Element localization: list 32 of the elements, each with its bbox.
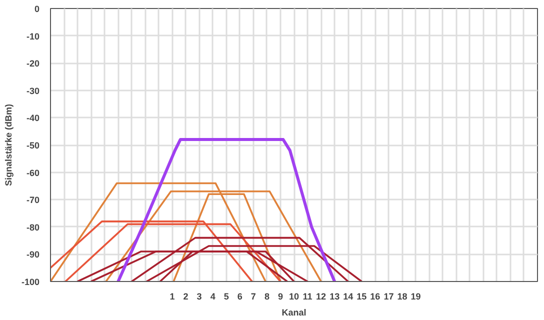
x-tick-label: 13 bbox=[330, 292, 340, 302]
x-tick-label: 5 bbox=[224, 292, 229, 302]
y-tick-label: -90 bbox=[26, 250, 40, 260]
y-tick-label: -40 bbox=[26, 113, 40, 124]
y-tick-label: -30 bbox=[26, 86, 40, 96]
x-tick-label: 8 bbox=[264, 292, 270, 302]
x-tick-label: 14 bbox=[343, 292, 354, 302]
y-tick-label: 0 bbox=[34, 4, 40, 14]
x-axis-title: Kanal bbox=[282, 308, 306, 318]
x-tick-label: 15 bbox=[356, 292, 367, 302]
x-tick-label: 19 bbox=[410, 292, 421, 302]
x-tick-label: 6 bbox=[237, 292, 242, 302]
x-tick-label: 3 bbox=[196, 292, 202, 302]
x-tick-label: 7 bbox=[250, 292, 256, 302]
x-tick-label: 17 bbox=[384, 292, 394, 302]
x-tick-label: 11 bbox=[302, 292, 312, 302]
y-tick-label: -20 bbox=[26, 58, 40, 69]
y-axis-title: Signalstärke (dBm) bbox=[3, 104, 14, 186]
x-tick-label: 18 bbox=[397, 292, 408, 302]
x-tick-label: 1 bbox=[170, 292, 175, 302]
x-tick-label: 4 bbox=[210, 292, 216, 302]
x-tick-label: 2 bbox=[183, 292, 188, 302]
y-tick-label: -80 bbox=[26, 222, 40, 232]
x-tick-label: 12 bbox=[316, 292, 326, 302]
y-tick-label: -100 bbox=[21, 277, 40, 287]
x-tick-label: 16 bbox=[370, 292, 380, 302]
x-tick-label: 9 bbox=[278, 292, 283, 302]
y-tick-label: -50 bbox=[26, 140, 40, 150]
y-tick-label: -10 bbox=[26, 31, 40, 42]
y-tick-label: -70 bbox=[26, 195, 40, 206]
y-tick-label: -60 bbox=[26, 168, 40, 178]
x-tick-label: 10 bbox=[288, 292, 300, 302]
